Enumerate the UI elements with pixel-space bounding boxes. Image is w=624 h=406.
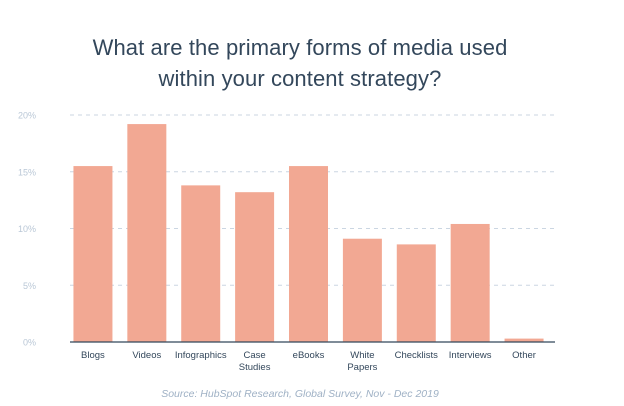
chart-source: Source: HubSpot Research, Global Survey,… [161, 388, 439, 400]
y-tick-label: 15% [18, 167, 36, 177]
bar [450, 223, 490, 342]
chart-title-line-2: within your content strategy? [158, 66, 442, 91]
y-tick-label: 10% [18, 224, 36, 234]
x-tick-label: eBooks [293, 350, 325, 361]
y-tick-label: 20% [18, 111, 36, 121]
bar [342, 238, 382, 342]
bar [73, 166, 113, 342]
chart-title-line-1: What are the primary forms of media used [92, 35, 508, 60]
bar [235, 192, 275, 342]
x-tick-label: Videos [132, 350, 161, 361]
y-tick-label: 5% [23, 281, 36, 291]
x-tick-label: Checklists [395, 350, 439, 361]
bar [289, 166, 328, 342]
bar [181, 185, 221, 342]
x-tick-label: Infographics [175, 350, 227, 361]
bar [504, 338, 544, 342]
x-tick-label: Case Studies [239, 350, 271, 373]
y-tick-label: 0% [23, 338, 36, 348]
chart-title: What are the primary forms of media used… [0, 32, 600, 94]
bar [127, 124, 167, 342]
x-tick-label: White Papers [347, 350, 377, 373]
bar [396, 244, 436, 342]
x-tick-label: Blogs [81, 350, 105, 361]
x-tick-label: Interviews [449, 350, 492, 361]
x-tick-label: Other [512, 350, 536, 361]
